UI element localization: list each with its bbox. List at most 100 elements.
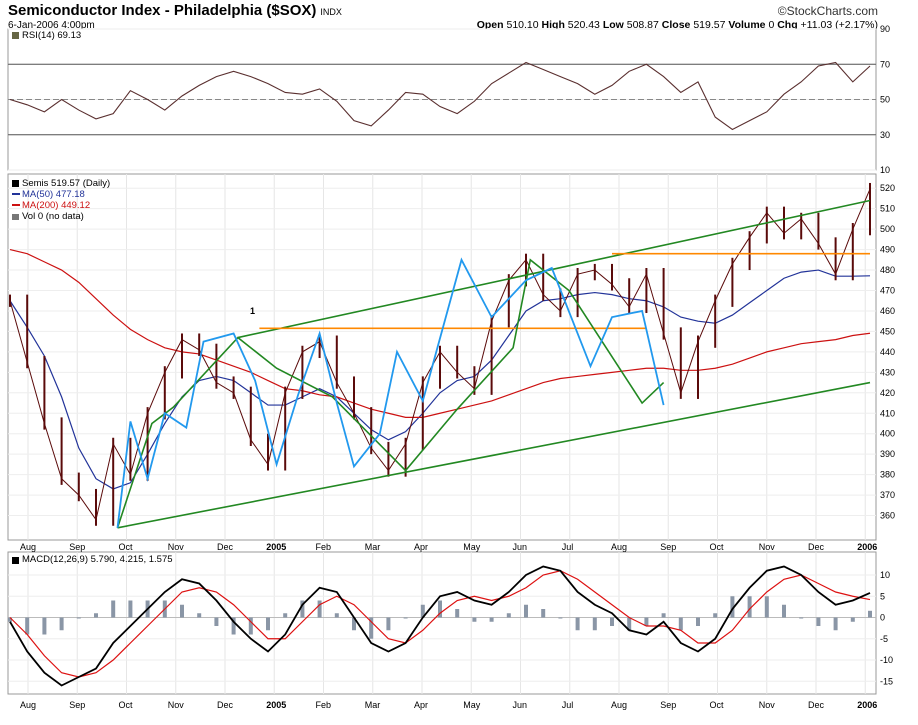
price-line bbox=[9, 188, 871, 521]
macd-xtick-label: Mar bbox=[365, 700, 381, 710]
macd-histogram-bar bbox=[111, 600, 116, 618]
price-ytick-label: 470 bbox=[880, 286, 895, 296]
price-xtick-label: Oct bbox=[119, 542, 134, 552]
ma200-legend-swatch bbox=[12, 204, 20, 206]
price-xtick-label: Apr bbox=[414, 542, 428, 552]
price-xtick-label: Oct bbox=[710, 542, 725, 552]
close-value: 519.57 bbox=[693, 19, 726, 31]
price-ytick-label: 360 bbox=[880, 511, 895, 521]
macd-xtick-label: Oct bbox=[710, 700, 725, 710]
macd-histogram-bar bbox=[59, 617, 64, 631]
rsi-legend-swatch bbox=[12, 32, 19, 39]
macd-histogram-bar bbox=[696, 617, 700, 626]
macd-histogram-bar bbox=[403, 617, 408, 619]
macd-histogram-bar bbox=[76, 617, 81, 619]
macd-histogram-bar bbox=[524, 604, 528, 618]
macd-xtick-label: Sep bbox=[69, 700, 85, 710]
price-xtick-label: Aug bbox=[20, 542, 36, 552]
open-label: Open bbox=[476, 19, 504, 31]
price-ytick-label: 440 bbox=[880, 347, 895, 357]
price-ytick-label: 490 bbox=[880, 245, 895, 255]
macd-histogram-bar bbox=[816, 617, 821, 626]
macd-xtick-label: Oct bbox=[119, 700, 134, 710]
macd-histogram-bar bbox=[541, 609, 546, 618]
macd-ytick-label: 0 bbox=[880, 613, 885, 623]
wave-blue-line bbox=[116, 257, 665, 528]
macd-ytick-label: -10 bbox=[880, 655, 893, 665]
chart-title: Semiconductor Index - Philadelphia ($SOX… bbox=[8, 2, 342, 19]
macd-histogram-bar bbox=[420, 604, 425, 618]
macd-histogram-bar bbox=[782, 604, 786, 618]
title-text: Semiconductor Index - Philadelphia ($SOX… bbox=[8, 2, 317, 19]
macd-xtick-label: Apr bbox=[414, 700, 428, 710]
macd-xtick-label: 2006 bbox=[857, 700, 877, 710]
ma200-line bbox=[9, 249, 871, 418]
macd-histogram-bar bbox=[283, 613, 288, 618]
rsi-ytick-label: 30 bbox=[880, 130, 890, 140]
macd-ytick-label: 5 bbox=[880, 591, 885, 601]
macd-legend: MACD(12,26,9) 5.790, 4.215, 1.575 bbox=[22, 554, 173, 565]
rsi-ytick-label: 50 bbox=[880, 95, 890, 105]
rsi-ytick-label: 90 bbox=[880, 24, 890, 34]
price-xtick-label: Feb bbox=[316, 542, 332, 552]
price-xtick-label: Dec bbox=[217, 542, 234, 552]
macd-xtick-label: Jun bbox=[513, 700, 528, 710]
brand-logo[interactable]: ©StockCharts.com bbox=[777, 4, 878, 18]
chg-value: +11.03 (+2.17%) bbox=[800, 19, 878, 31]
macd-histogram-bar bbox=[317, 600, 322, 618]
price-ytick-label: 460 bbox=[880, 306, 895, 316]
macd-xtick-label: May bbox=[463, 700, 481, 710]
macd-line bbox=[9, 565, 871, 687]
macd-histogram-bar bbox=[575, 617, 580, 631]
price-xtick-label: May bbox=[463, 542, 481, 552]
quote-bar: Open 510.10 High 520.43 Low 508.87 Close… bbox=[477, 19, 878, 31]
price-ytick-label: 370 bbox=[880, 490, 895, 500]
date-stamp: 6-Jan-2006 4:00pm bbox=[8, 20, 95, 31]
price-xtick-label: 2005 bbox=[266, 542, 286, 552]
macd-histogram-bar bbox=[799, 617, 804, 619]
exchange-label: INDX bbox=[320, 7, 342, 17]
price-ytick-label: 400 bbox=[880, 429, 895, 439]
macd-histogram-bar bbox=[266, 617, 270, 631]
macd-histogram-bar bbox=[438, 600, 442, 618]
macd-histogram-bar bbox=[764, 596, 769, 618]
ma50-line bbox=[9, 269, 871, 490]
wave-marker-label: 1 bbox=[250, 306, 255, 316]
macd-histogram-bar bbox=[352, 617, 356, 631]
macd-histogram-bar bbox=[386, 617, 391, 631]
macd-histogram-bar bbox=[214, 617, 219, 626]
price-xtick-label: Jun bbox=[513, 542, 528, 552]
macd-ytick-label: -5 bbox=[880, 634, 888, 644]
macd-histogram-bar bbox=[713, 613, 718, 618]
macd-xtick-label: Aug bbox=[611, 700, 627, 710]
macd-histogram-bar bbox=[231, 617, 236, 635]
high-value: 520.43 bbox=[567, 19, 600, 31]
plot-marks bbox=[8, 61, 872, 687]
ma200-legend: MA(200) 449.12 bbox=[22, 200, 90, 211]
price-ytick-label: 390 bbox=[880, 449, 895, 459]
grid: Aug Aug Sep Sep Oct Oct Nov Nov Dec Dec 2005 2005 Fe… bbox=[8, 24, 895, 710]
macd-xtick-label: Dec bbox=[808, 700, 825, 710]
macd-histogram-bar bbox=[455, 609, 460, 618]
macd-histogram-bar bbox=[661, 613, 666, 618]
macd-xtick-label: Sep bbox=[660, 700, 676, 710]
price-xtick-label: Nov bbox=[759, 542, 776, 552]
macd-histogram-bar bbox=[25, 617, 30, 635]
rsi-line bbox=[9, 61, 871, 131]
macd-ytick-label: -15 bbox=[880, 676, 893, 686]
macd-histogram-bar bbox=[592, 617, 597, 631]
macd-histogram-bar bbox=[730, 596, 735, 618]
macd-histogram-bar bbox=[610, 617, 614, 626]
wave-green-line bbox=[116, 258, 665, 529]
macd-histogram-bar bbox=[489, 617, 494, 622]
macd-xtick-label: Jul bbox=[562, 700, 574, 710]
macd-histogram-bar bbox=[94, 613, 98, 618]
price-ytick-label: 450 bbox=[880, 326, 895, 336]
macd-histogram-bar bbox=[868, 610, 872, 618]
macd-xtick-label: Feb bbox=[316, 700, 332, 710]
ma50-legend-swatch bbox=[12, 193, 20, 195]
macd-histogram-bar bbox=[334, 613, 339, 618]
macd-histogram-bar bbox=[678, 617, 683, 631]
macd-histogram-bar bbox=[747, 596, 752, 618]
